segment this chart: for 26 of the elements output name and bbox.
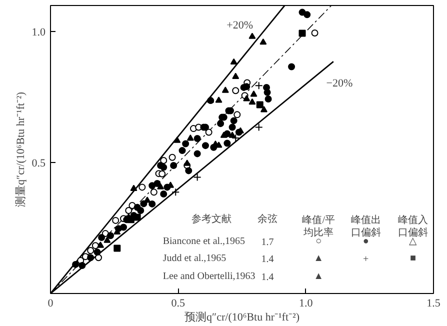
annotation: 峰值/平均比率	[302, 214, 335, 238]
annotation: 1.7	[261, 237, 274, 248]
annotation: △	[409, 236, 418, 248]
annotation: Judd et al.,1965	[162, 252, 226, 264]
annotation: 峰值出口偏斜	[350, 214, 381, 238]
y-axis-title: 测量q″cr/(10⁶Btu hr⁻¹ft⁻²)	[14, 92, 27, 207]
annotation: ●	[362, 236, 369, 248]
annotation: 峰值入口偏斜	[398, 214, 428, 238]
x-tick-label: 1.5	[426, 298, 441, 310]
x-tick-label: 0	[48, 298, 54, 310]
annotation: Biancone et al.,1965	[162, 236, 246, 248]
annotation: +	[363, 254, 370, 265]
annotation: −20%	[326, 77, 353, 90]
annotation: 参考文献	[191, 213, 232, 226]
x-tick-label: 1.0	[298, 298, 314, 310]
x-tick-label: 0.5	[171, 298, 186, 310]
annotation: 1.4	[261, 254, 274, 265]
annotation: ▲	[314, 270, 324, 282]
x-axis-title: 预测q″cr/(10⁶Btu hr⁻¹ft⁻²)	[184, 312, 300, 324]
annotation: +20%	[226, 20, 254, 32]
annotation: Lee and Obertelli,1963	[162, 270, 256, 282]
annotation: 余弦	[258, 213, 278, 226]
annotation: ▲	[314, 252, 324, 264]
annotation: ■	[410, 252, 416, 264]
annotation: 1.4	[261, 272, 274, 283]
annotation: ○	[316, 236, 322, 248]
